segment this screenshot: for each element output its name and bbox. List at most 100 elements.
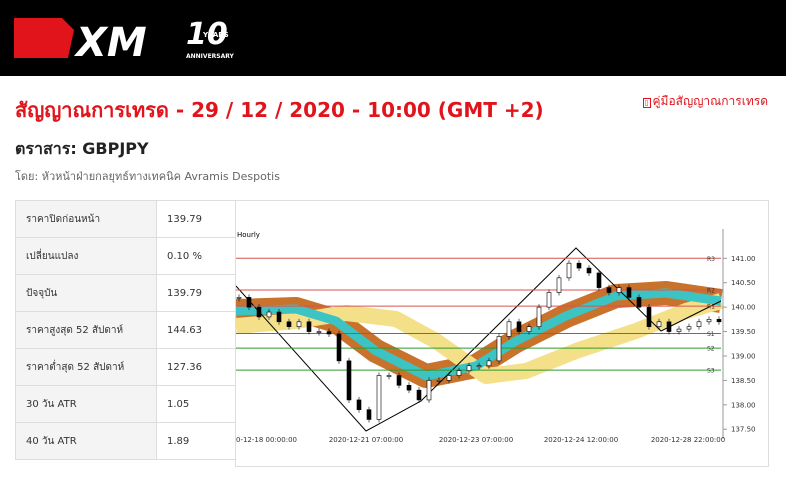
candle (386, 375, 392, 377)
x-tick-label: 0-12-18 00:00:00 (236, 436, 297, 444)
cell-value: 1.05 (156, 385, 236, 423)
table-row: เปลี่ยนแปลง 0.10 % (15, 237, 236, 275)
band-inner (236, 288, 722, 381)
cell-value: 0.10 % (156, 237, 236, 275)
candle (346, 360, 352, 401)
guide-link[interactable]: ▯ คู่มือสัญญาณการเทรด (642, 92, 769, 111)
instrument: ตราสาร: GBPJPY (15, 139, 149, 158)
y-tick-label: 140.50 (731, 279, 756, 287)
level-label: S3 (707, 368, 715, 375)
candle (596, 272, 602, 288)
candle (456, 370, 462, 376)
candle (376, 375, 382, 420)
candle (676, 328, 682, 332)
x-tick-label: 2020-12-28 22:00:00 (651, 436, 725, 444)
candle (356, 399, 362, 410)
candle (306, 321, 312, 332)
page-title: สัญญาณการเทรด - 29 / 12 / 2020 - 10:00 (… (15, 98, 544, 122)
author: โดย: หัวหน้าฝ่ายกลยุทธ์ทางเทคนิค Avramis… (15, 170, 280, 183)
cell-value: 139.79 (156, 274, 236, 312)
candle (446, 375, 452, 381)
candle (696, 321, 702, 327)
candle (236, 297, 242, 299)
candle (546, 292, 552, 308)
candle (616, 287, 622, 293)
candle (636, 297, 642, 308)
cell-label: 40 วัน ATR (15, 422, 157, 460)
y-tick-label: 141.00 (731, 255, 756, 263)
candle (496, 336, 502, 362)
cell-value: 139.79 (156, 200, 236, 238)
table-row: ราคาสูงสุด 52 สัปดาห์ 144.63 (15, 311, 236, 349)
candle (366, 409, 372, 420)
candle (336, 333, 342, 362)
candle (426, 380, 432, 401)
candle (576, 262, 582, 269)
candle (256, 306, 262, 318)
logo-text: XM (73, 20, 147, 66)
candle (506, 321, 512, 337)
level-label: S1 (707, 331, 715, 338)
level-label: R2 (707, 288, 715, 295)
candle (626, 287, 632, 298)
y-tick-label: 137.50 (731, 426, 756, 434)
logo-icon (14, 18, 74, 58)
candle (436, 380, 442, 382)
table-row: 30 วัน ATR 1.05 (15, 385, 236, 423)
candle (666, 321, 672, 332)
level-label: R3 (707, 256, 715, 263)
table-row: ราคาต่ำสุด 52 สัปดาห์ 127.36 (15, 348, 236, 386)
chart-title: Hourly (237, 231, 260, 239)
badge-text: YEARS (202, 31, 229, 39)
candle (316, 331, 322, 333)
candle (476, 365, 482, 368)
chart-panel (235, 200, 769, 467)
candle (646, 306, 652, 327)
candle (656, 321, 662, 327)
level-label: S2 (707, 346, 715, 353)
table-row: ปัจจุบัน 139.79 (15, 274, 236, 312)
table-row: 40 วัน ATR 1.89 (15, 422, 236, 460)
cell-label: ราคาปิดก่อนหน้า (15, 200, 157, 238)
candle (516, 321, 522, 332)
candle (286, 321, 292, 327)
cell-label: ราคาสูงสุด 52 สัปดาห์ (15, 311, 157, 349)
y-tick-label: 139.00 (731, 352, 756, 360)
logo[interactable]: XM 10 YEARS ANNIVERSARY (0, 0, 260, 76)
candle (246, 297, 252, 308)
candle (466, 365, 472, 371)
candle (296, 321, 302, 327)
cell-value: 1.89 (156, 422, 236, 460)
candle (566, 262, 572, 279)
x-tick-label: 2020-12-21 07:00:00 (329, 436, 403, 444)
candle (536, 306, 542, 327)
info-table: ราคาปิดก่อนหน้า 139.79 เปลี่ยนแปลง 0.10 % ปั… (15, 200, 236, 460)
y-tick-label: 140.00 (731, 304, 756, 312)
candle (606, 287, 612, 293)
candle (686, 326, 692, 330)
candle (586, 267, 592, 274)
candle (326, 331, 332, 335)
candle (526, 326, 532, 332)
pdf-icon: ▯ (642, 98, 651, 108)
zigzag (236, 247, 722, 432)
candle (416, 389, 422, 401)
y-tick-label: 138.00 (731, 401, 756, 409)
table-row: ราคาปิดก่อนหน้า 139.79 (15, 200, 236, 238)
badge-number: 10 (186, 17, 228, 52)
candle (486, 360, 492, 367)
x-tick-label: 2020-12-23 07:00:00 (439, 436, 513, 444)
badge-sub: ANNIVERSARY (186, 53, 235, 60)
candle (406, 384, 412, 391)
candle (716, 319, 722, 323)
candle (706, 319, 712, 323)
x-tick-label: 2020-12-24 12:00:00 (544, 436, 618, 444)
cell-label: เปลี่ยนแปลง (15, 237, 157, 275)
guide-link-text[interactable]: คู่มือสัญญาณการเทรด (652, 94, 769, 108)
candle (276, 311, 282, 323)
y-tick-label: 139.50 (731, 328, 756, 336)
cell-label: ปัจจุบัน (15, 274, 157, 312)
cell-label: 30 วัน ATR (15, 385, 157, 423)
candle (556, 277, 562, 293)
